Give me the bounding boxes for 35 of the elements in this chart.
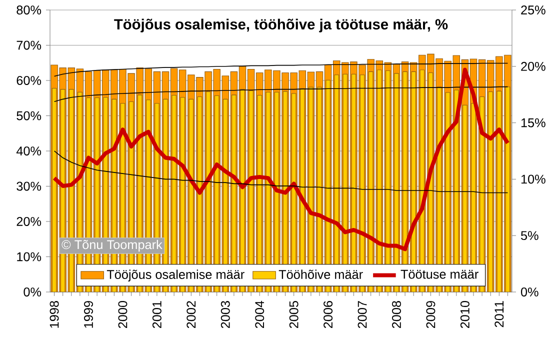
x-tick-label: 1998 [50,301,59,328]
y2-tick-label: 0% [520,288,538,296]
y2-tick-label: 15% [521,118,546,128]
y2-tick-label: 10% [521,174,546,184]
y2-tick-label: 25% [521,6,546,14]
x-tick-label: 2003 [220,301,230,328]
x-tick-label: 2005 [289,301,298,328]
y-tick-label: 80% [16,6,42,14]
x-tick-label: 2006 [324,301,333,328]
x-tick-label: 2002 [186,301,196,328]
legend-label: Töötuse määr [400,270,478,279]
x-tick-label: 2004 [255,300,264,328]
legend-label: Tööjõus osalemise määr [106,270,244,282]
line-series [52,68,510,252]
legend-label: Tööhõive määr [278,270,363,279]
x-tick-label: 2007 [358,301,367,328]
y-tick-label: 70% [16,40,42,50]
x-tick-label: 2010 [460,300,470,328]
x-tick-label: 2000 [118,300,128,328]
y-tick-label: 60% [16,76,42,85]
annotation: © Tõnu Toompark [62,240,162,252]
y-tick-label: 0% [24,288,42,296]
y-tick-label: 10% [17,252,42,262]
x-tick-label: 2011 [494,301,504,328]
y2-tick-label: 20% [521,62,546,71]
x-tick-label: 2008 [392,301,401,328]
y-tick-label: 50% [16,111,42,120]
x-tick-label: 2009 [426,301,436,328]
x-tick-label: 2001 [152,301,162,328]
y-tick-label: 20% [16,217,42,226]
x-tick-label: 1999 [84,301,93,328]
y-tick-label: 40% [16,146,42,156]
y-tick-label: 30% [16,182,42,191]
y2-tick-label: 5% [520,231,538,240]
text: Tööjõus osalemise, tööhõive ja töötuse määr, % [114,18,448,32]
